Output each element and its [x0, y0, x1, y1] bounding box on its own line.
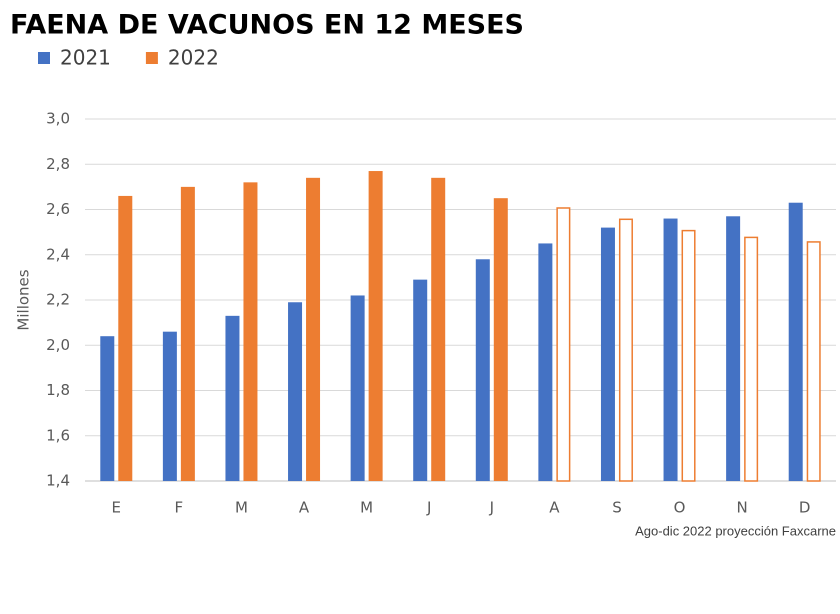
- bar: [806, 241, 821, 482]
- chart-title: FAENA DE VACUNOS EN 12 MESES: [10, 10, 524, 41]
- bar: [243, 182, 258, 481]
- bar: [556, 207, 571, 482]
- y-tick-label: 1,4: [46, 472, 70, 490]
- x-tick-label: F: [175, 499, 184, 517]
- bar: [538, 243, 553, 481]
- y-tick-label: 2,0: [46, 336, 70, 354]
- bar: [350, 295, 365, 481]
- bar: [726, 216, 741, 481]
- bar: [431, 177, 446, 481]
- x-tick-label: N: [737, 499, 748, 517]
- y-tick-label: 3,0: [46, 110, 70, 128]
- bar: [368, 171, 383, 481]
- bar: [663, 218, 678, 482]
- x-tick-label: A: [299, 499, 310, 517]
- bar: [306, 177, 321, 481]
- y-tick-label: 1,8: [46, 381, 70, 399]
- x-tick-label: A: [549, 499, 560, 517]
- y-axis-label: Millones: [15, 269, 33, 330]
- legend-label: 2022: [168, 46, 219, 70]
- x-tick-label: O: [674, 499, 686, 517]
- y-tick-label: 2,2: [46, 291, 70, 309]
- bar: [288, 302, 303, 481]
- x-tick-label: J: [489, 499, 494, 517]
- bar: [681, 229, 696, 482]
- bar: [618, 218, 633, 482]
- bar: [493, 198, 508, 481]
- bar: [100, 336, 115, 481]
- bar: [600, 227, 615, 481]
- x-tick-label: E: [112, 499, 121, 517]
- y-tick-label: 2,4: [46, 245, 70, 263]
- legend-swatch: [145, 52, 158, 64]
- bar: [744, 236, 759, 482]
- y-tick-label: 2,8: [46, 155, 70, 173]
- x-tick-label: J: [426, 499, 431, 517]
- bar: [162, 331, 177, 481]
- annotation: Ago-dic 2022 proyección Faxcarne: [635, 523, 836, 538]
- legend-swatch: [38, 52, 50, 64]
- y-tick-label: 1,6: [46, 426, 70, 444]
- x-tick-label: M: [235, 499, 248, 517]
- bar: [413, 279, 428, 481]
- bar: [180, 186, 195, 481]
- bar: [225, 315, 240, 481]
- y-tick-label: 2,6: [46, 200, 70, 218]
- bar: [475, 259, 490, 481]
- x-tick-label: S: [612, 499, 622, 517]
- x-tick-label: D: [799, 499, 811, 517]
- legend-label: 2021: [60, 46, 111, 70]
- x-tick-label: M: [360, 499, 373, 517]
- bar: [788, 202, 803, 481]
- bar: [118, 195, 133, 482]
